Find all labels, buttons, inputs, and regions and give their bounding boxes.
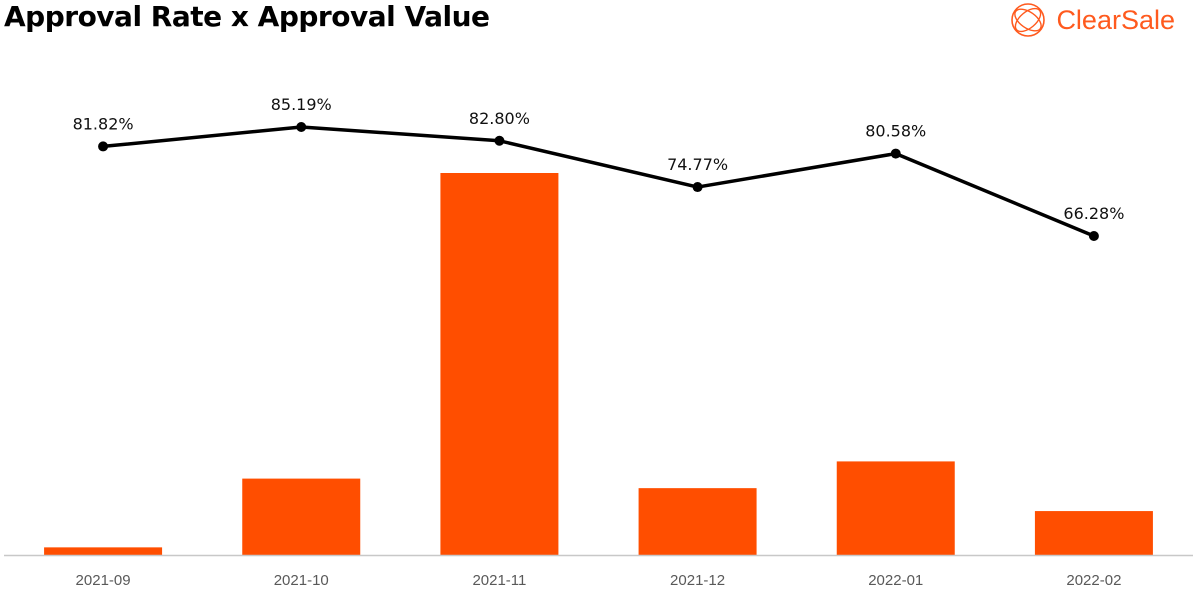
x-tick-label: 2022-02: [1066, 572, 1121, 589]
clearsale-logo-icon: [1011, 3, 1046, 37]
rate-data-label: 74.77%: [667, 155, 728, 174]
x-tick-labels: 2021-09 2021-10 2021-11 2021-12 2022-01 2022-…: [76, 572, 1122, 589]
bar-2022-01: [836, 461, 955, 555]
x-tick-label: 2021-12: [670, 572, 725, 589]
x-tick-label: 2021-09: [76, 572, 131, 589]
x-tick-label: 2021-11: [472, 572, 526, 589]
rate-data-label: 66.28%: [1063, 204, 1124, 223]
bar-2022-02: [1034, 511, 1153, 555]
line-points: [98, 122, 1099, 241]
rate-data-label: 82.80%: [469, 109, 530, 128]
line-point-2021-12: [692, 182, 703, 193]
bar-2021-10: [242, 478, 361, 555]
bar-series: [44, 173, 1153, 555]
line-point-2022-01: [890, 148, 901, 159]
brand-logo: ClearSale: [1010, 2, 1175, 38]
rate-data-label: 85.19%: [271, 95, 332, 114]
line-point-2021-09: [98, 141, 109, 152]
line-point-2021-10: [296, 122, 307, 132]
approval-rate-line: [102, 125, 1095, 238]
x-tick-label: 2021-10: [274, 572, 329, 589]
line-point-2021-11: [494, 135, 505, 146]
bar-2021-12: [638, 488, 757, 555]
line-point-2022-02: [1088, 231, 1099, 241]
bar-2021-11: [440, 173, 559, 555]
bar-2021-09: [44, 547, 163, 555]
rate-data-label: 80.58%: [865, 122, 926, 141]
rate-data-label: 81.82%: [73, 114, 134, 133]
brand-name: ClearSale: [1056, 4, 1175, 35]
data-labels: 81.82% 85.19% 82.80% 74.77% 80.58% 66.28%: [73, 95, 1125, 223]
x-tick-label: 2022-01: [868, 572, 923, 589]
chart-title: Approval Rate x Approval Value: [4, 0, 490, 33]
